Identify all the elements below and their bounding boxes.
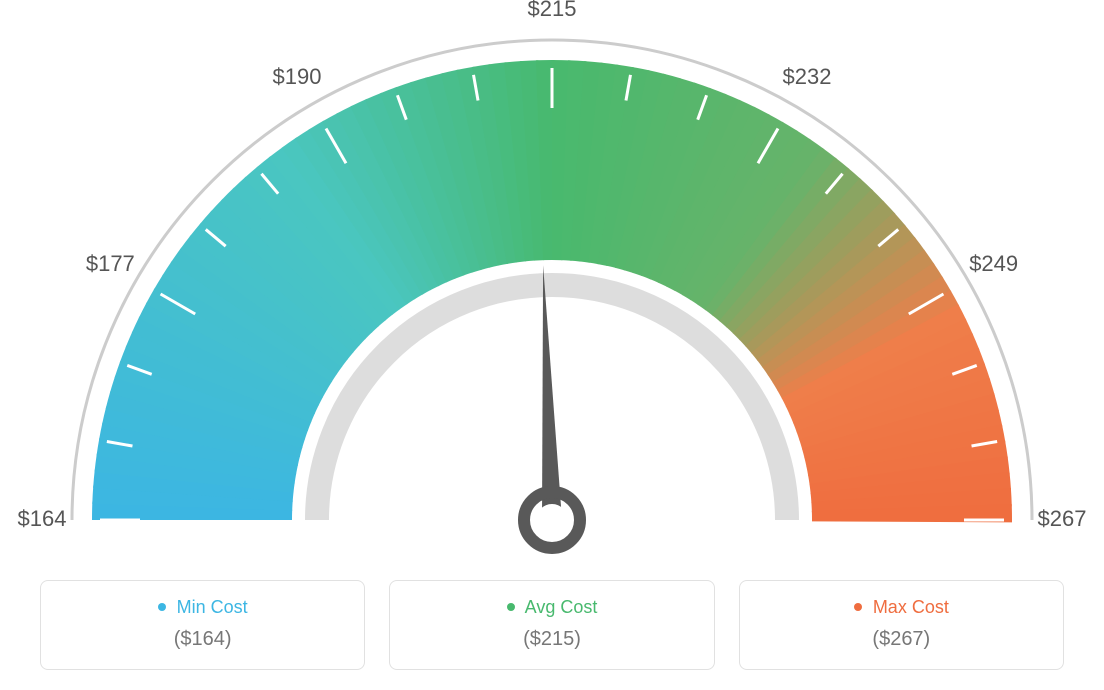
legend-max-value: ($267): [740, 628, 1063, 651]
chart-container: $164 $177 $190 $215 $232 $249 $267 Min Cost ($…: [0, 0, 1104, 690]
svg-text:$190: $190: [273, 64, 322, 89]
legend-min-value: ($164): [41, 628, 364, 651]
dot-icon: [854, 603, 862, 611]
gauge: $164 $177 $190 $215 $232 $249 $267: [0, 0, 1104, 560]
svg-text:$215: $215: [528, 0, 577, 21]
legend-avg-value: ($215): [390, 628, 713, 651]
legend-max: Max Cost ($267): [739, 580, 1064, 670]
svg-text:$249: $249: [969, 251, 1018, 276]
svg-text:$267: $267: [1038, 506, 1087, 531]
svg-text:$232: $232: [783, 64, 832, 89]
dot-icon: [507, 603, 515, 611]
legend-min: Min Cost ($164): [40, 580, 365, 670]
legend-max-label-text: Max Cost: [873, 597, 949, 617]
svg-text:$164: $164: [18, 506, 67, 531]
legend-avg: Avg Cost ($215): [389, 580, 714, 670]
legend-min-label: Min Cost: [41, 597, 364, 618]
svg-text:$177: $177: [86, 251, 135, 276]
dot-icon: [158, 603, 166, 611]
legend-row: Min Cost ($164) Avg Cost ($215) Max Cost…: [40, 580, 1064, 670]
legend-min-label-text: Min Cost: [177, 597, 248, 617]
legend-max-label: Max Cost: [740, 597, 1063, 618]
legend-avg-label: Avg Cost: [390, 597, 713, 618]
legend-avg-label-text: Avg Cost: [525, 597, 598, 617]
